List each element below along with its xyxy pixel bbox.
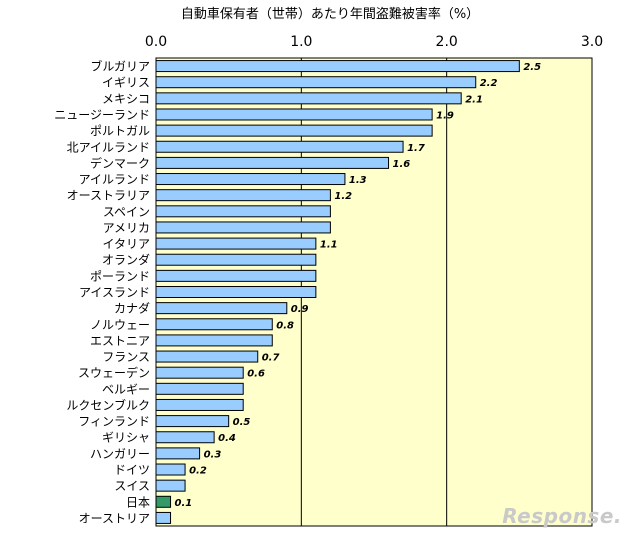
bar: [155, 76, 477, 89]
bar: [155, 447, 201, 460]
data-label: 2.2: [480, 78, 498, 89]
data-label: 0.8: [276, 320, 294, 331]
category-label: デンマーク: [90, 155, 150, 170]
plot-area: 0.0 1.0 2.0 3.0 ブルガリア 2.5 イギリス 2.2 メキシコ 2.1 ニュージーラ…: [54, 34, 603, 527]
category-label: メキシコ: [102, 92, 150, 106]
category-label: アイルランド: [79, 173, 150, 187]
bar: [155, 366, 244, 379]
category-label: アイスランド: [79, 286, 150, 300]
bar: [155, 221, 331, 234]
category-label: オーストリア: [79, 511, 150, 525]
bar: [155, 415, 230, 428]
category-label: ベルギー: [102, 382, 150, 396]
data-label: 2.1: [465, 94, 483, 105]
category-label: オーストラリア: [67, 189, 150, 203]
bar: [155, 479, 186, 492]
data-label: 0.9: [291, 304, 309, 315]
data-label: 1.2: [334, 191, 352, 202]
bar: [155, 60, 520, 73]
category-label: ポルトガル: [90, 124, 150, 138]
category-label: ギリシャ: [102, 431, 150, 445]
data-label: 0.6: [247, 369, 265, 380]
category-label: ブルガリア: [90, 59, 150, 74]
category-label: ドイツ: [114, 463, 150, 477]
category-label: エストニア: [90, 334, 150, 348]
category-label: オランダ: [102, 252, 150, 267]
x-tick-label: 2.0: [436, 34, 458, 50]
data-label: 1.3: [349, 175, 367, 186]
bar: [155, 108, 433, 121]
data-label: 1.9: [436, 110, 454, 121]
x-tick-label: 3.0: [581, 34, 603, 50]
bar: [155, 173, 346, 186]
response-watermark: Response.: [502, 504, 622, 528]
category-label: カナダ: [114, 301, 150, 316]
category-label: スペイン: [103, 205, 150, 219]
bar: [155, 189, 331, 202]
category-label: フィンランド: [78, 415, 150, 429]
data-label: 0.7: [262, 353, 280, 364]
category-label: 北アイルランド: [67, 140, 150, 154]
category-label: ハンガリー: [90, 447, 150, 461]
bar: [155, 318, 273, 331]
bar: [155, 431, 215, 444]
category-label: イタリア: [102, 237, 150, 251]
bar: [155, 124, 433, 137]
bar: [155, 350, 259, 363]
bar: [155, 302, 288, 315]
data-label: 2.5: [523, 62, 541, 73]
data-label: 0.4: [218, 433, 236, 444]
x-tick-label: 0.0: [145, 34, 167, 50]
category-label: スウェーデン: [78, 365, 150, 380]
category-label: イギリス: [102, 76, 150, 90]
category-label: 日本: [126, 495, 150, 509]
data-label: 0.1: [175, 498, 193, 509]
category-label: フランス: [102, 350, 150, 364]
category-label: ノルウェー: [90, 318, 150, 332]
bar: [155, 382, 244, 395]
category-label: スイス: [114, 479, 150, 493]
bar: [155, 140, 404, 153]
category-label: ポーランド: [90, 269, 150, 283]
x-tick-label: 1.0: [290, 34, 312, 50]
category-label: ニュージーランド: [54, 108, 150, 122]
data-label: 0.2: [189, 466, 207, 477]
bar: [155, 92, 462, 105]
data-label: 0.3: [204, 449, 222, 460]
chart-title: 自動車保有者（世帯）あたり年間盗難被害率（%）: [181, 6, 479, 22]
bar: [155, 156, 390, 169]
data-label: 1.6: [393, 159, 411, 170]
bar: [155, 286, 317, 298]
bar: [155, 463, 186, 476]
bar: [155, 511, 172, 524]
data-label: 1.1: [320, 240, 338, 251]
category-label: ルクセンブルク: [66, 397, 150, 412]
bar: [155, 269, 317, 282]
data-label: 1.7: [407, 143, 425, 154]
bar: [155, 205, 331, 218]
bar: [155, 253, 317, 266]
bar: [155, 237, 317, 250]
bar: [155, 398, 244, 411]
bar: [155, 334, 273, 347]
category-label: アメリカ: [103, 221, 150, 235]
bar: [155, 495, 172, 508]
data-label: 0.5: [233, 417, 251, 428]
